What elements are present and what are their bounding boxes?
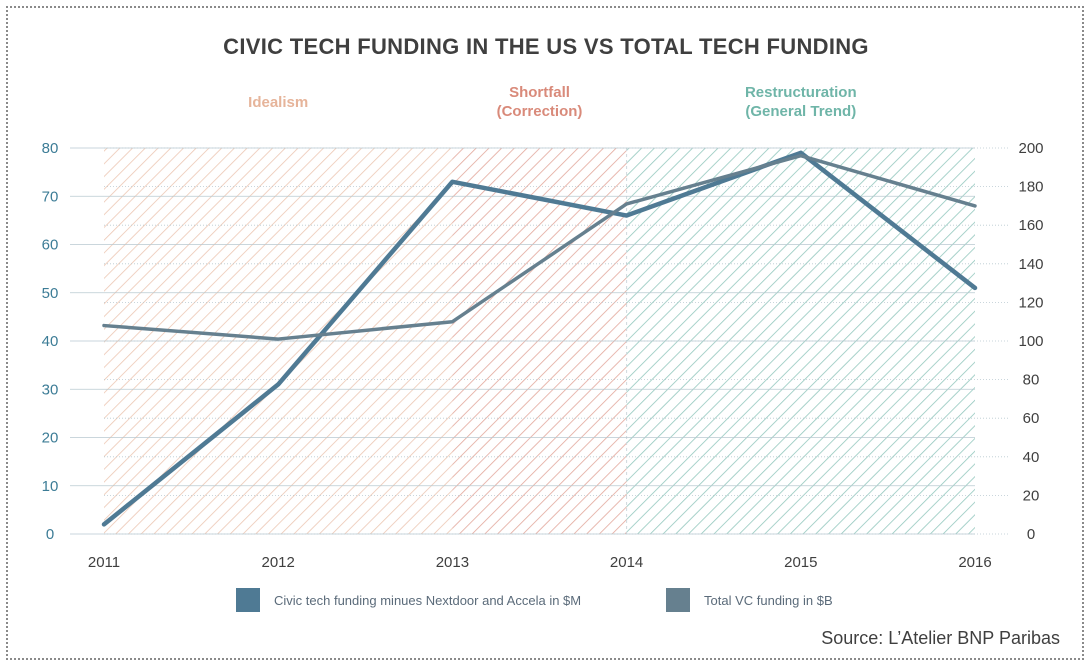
y-left-tick-6: 60: [42, 237, 59, 254]
phase-label-1-0: Shortfall: [509, 84, 570, 101]
y-left-tick-2: 20: [42, 430, 59, 447]
series-line-0: [101, 150, 978, 527]
y-right-tick-7: 140: [1018, 256, 1043, 273]
phase-label-0-0: Idealism: [248, 94, 308, 111]
phase-label-2-1: (General Trend): [745, 103, 856, 120]
y-right-tick-8: 160: [1018, 217, 1043, 234]
legend-label-vc: Total VC funding in $B: [704, 592, 833, 608]
y-right-tick-5: 100: [1018, 333, 1043, 350]
y-right-tick-9: 180: [1018, 179, 1043, 196]
source-note: Source: L’Atelier BNP Paribas: [821, 628, 1060, 648]
y-left-tick-1: 10: [42, 478, 59, 495]
y-left-tick-5: 50: [42, 285, 59, 302]
x-tick-2: 2013: [436, 554, 469, 571]
y-left-tick-4: 40: [42, 333, 59, 350]
x-tick-5: 2016: [958, 554, 991, 571]
legend-swatch-vc: [666, 588, 690, 612]
y-right-tick-6: 120: [1018, 294, 1043, 311]
legend-label-civic: Civic tech funding minues Nextdoor and A…: [274, 592, 582, 608]
chart-title: CIVIC TECH FUNDING IN THE US VS TOTAL TE…: [223, 34, 869, 59]
x-tick-4: 2015: [784, 554, 817, 571]
y-left-tick-7: 70: [42, 188, 59, 205]
y-right-tick-4: 80: [1023, 372, 1040, 389]
y-left-tick-8: 80: [42, 140, 59, 157]
x-tick-0: 2011: [88, 554, 120, 571]
y-right-tick-0: 0: [1027, 526, 1035, 543]
y-right-tick-3: 60: [1023, 410, 1040, 427]
y-right-tick-1: 20: [1023, 487, 1040, 504]
y-left-tick-3: 30: [42, 381, 59, 398]
phase-label-1-1: (Correction): [497, 103, 583, 120]
y-right-tick-10: 200: [1018, 140, 1043, 157]
legend-item-vc: Total VC funding in $B: [666, 588, 833, 612]
phase-label-2-0: Restructuration: [745, 84, 857, 101]
series-line-1: [102, 153, 977, 341]
x-tick-1: 2012: [262, 554, 295, 571]
chart-frame: [6, 6, 1084, 660]
chart-plot: 0 10 20 30 40 50 60 70 80 0 20 40 60 80 100 120 140 160 18…: [42, 84, 1044, 571]
y-right-tick-2: 40: [1023, 449, 1040, 466]
x-tick-3: 2014: [610, 554, 643, 571]
legend-item-civic: Civic tech funding minues Nextdoor and A…: [236, 588, 581, 612]
y-left-tick-0: 0: [46, 526, 54, 543]
legend-swatch-civic: [236, 588, 260, 612]
